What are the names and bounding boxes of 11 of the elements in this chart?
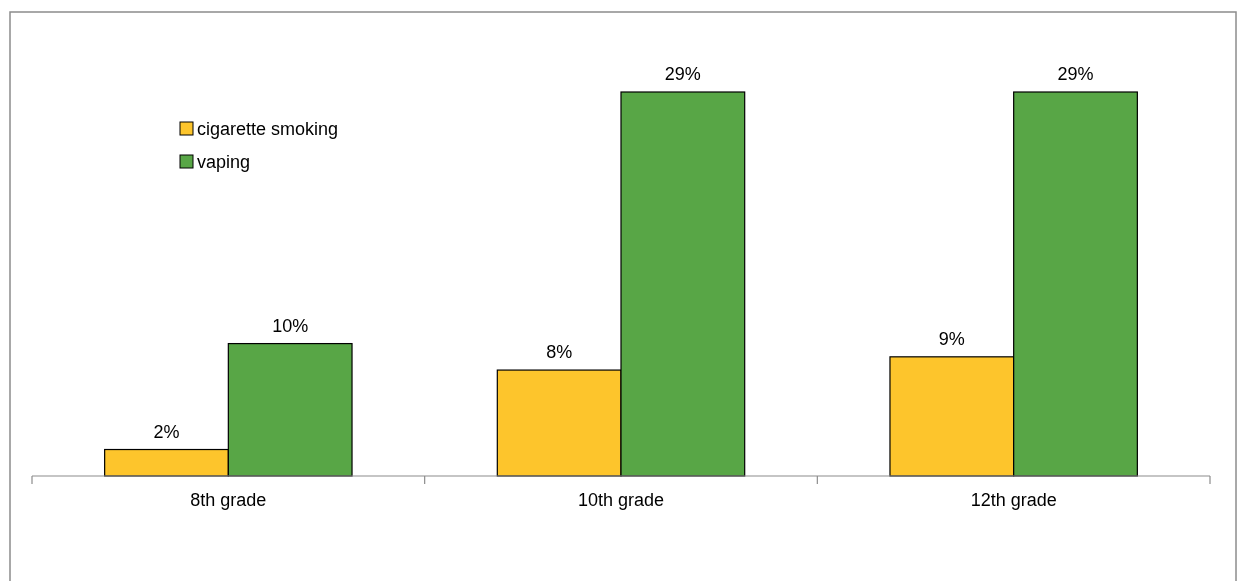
data-label: 29%: [664, 64, 701, 84]
legend-label: vaping: [197, 152, 251, 172]
legend-label: cigarette smoking: [197, 119, 339, 139]
data-label: 29%: [1057, 64, 1094, 84]
x-tick-label: 8th grade: [190, 490, 267, 510]
data-label: 2%: [153, 421, 180, 442]
data-label: 8%: [546, 342, 573, 363]
data-label: 10%: [272, 315, 309, 336]
x-tick-label: 10th grade: [577, 490, 665, 510]
x-tick-label: 12th grade: [970, 490, 1057, 510]
data-label: 9%: [938, 328, 965, 349]
